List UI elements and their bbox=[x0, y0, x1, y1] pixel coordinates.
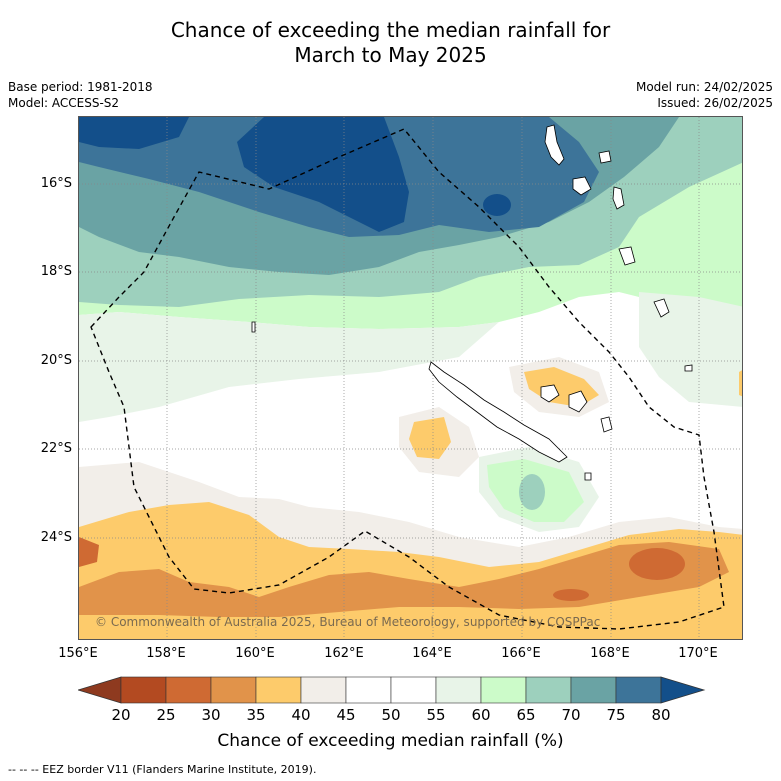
copyright-note: © Commonwealth of Australia 2025, Bureau… bbox=[95, 615, 600, 629]
island-chesterfield bbox=[251, 321, 256, 333]
lon-label-160e: 160°E bbox=[235, 646, 275, 661]
colorbar-tick: 45 bbox=[336, 706, 356, 724]
colorbar-tick: 35 bbox=[246, 706, 266, 724]
island-vanuatu-3 bbox=[598, 150, 612, 164]
lat-label-16s: 16°S bbox=[40, 176, 72, 191]
colorbar-tick: 70 bbox=[561, 706, 581, 724]
colorbar-tick: 50 bbox=[381, 706, 401, 724]
colorbar-tick: 55 bbox=[426, 706, 446, 724]
region-dark-blue-spot bbox=[483, 194, 511, 216]
colorbar-segment bbox=[210, 676, 257, 704]
colorbar-high-arrow bbox=[660, 676, 706, 704]
colorbar-tick: 20 bbox=[111, 706, 131, 724]
lon-label-168e: 168°E bbox=[590, 646, 630, 661]
issued-date: Issued: 26/02/2025 bbox=[657, 96, 773, 110]
island-loyalty-3 bbox=[600, 416, 613, 433]
island-vanuatu-1 bbox=[544, 124, 565, 166]
region-dark-orange-south bbox=[553, 589, 589, 601]
map-gridlines bbox=[79, 117, 742, 639]
island-loyalty-2 bbox=[568, 390, 588, 413]
island-loyalty-1 bbox=[540, 384, 560, 403]
lat-label-20s: 20°S bbox=[40, 353, 72, 368]
island-new-caledonia bbox=[428, 361, 568, 463]
colorbar-tick: 65 bbox=[516, 706, 536, 724]
colorbar-tick: 30 bbox=[201, 706, 221, 724]
island-vanuatu-4 bbox=[612, 186, 625, 210]
colorbar-tick: 75 bbox=[606, 706, 626, 724]
meta-left: Base period: 1981-2018 Model: ACCESS-S2 bbox=[8, 79, 153, 111]
region-dark-orange-east bbox=[629, 548, 685, 580]
eez-border bbox=[90, 128, 725, 630]
colorbar-low-arrow bbox=[78, 676, 122, 704]
lat-label-22s: 22°S bbox=[40, 441, 72, 456]
colorbar-segment bbox=[165, 676, 212, 704]
colorbar-segment bbox=[480, 676, 527, 704]
eez-footnote: -- -- -- EEZ border V11 (Flanders Marine… bbox=[8, 763, 317, 776]
colorbar-segment bbox=[120, 676, 167, 704]
island-pines bbox=[584, 472, 592, 481]
lat-label-18s: 18°S bbox=[40, 264, 72, 279]
colorbar-tick: 25 bbox=[156, 706, 176, 724]
island-vanuatu-2 bbox=[572, 176, 592, 196]
lon-label-158e: 158°E bbox=[146, 646, 186, 661]
island-hunter bbox=[684, 364, 693, 372]
region-dark-blue-central bbox=[237, 117, 409, 232]
colorbar-tick: 40 bbox=[291, 706, 311, 724]
colorbar-segment bbox=[525, 676, 572, 704]
region-light-green-east bbox=[639, 292, 742, 407]
colorbar-segment bbox=[390, 676, 437, 704]
lon-label-156e: 156°E bbox=[58, 646, 98, 661]
base-period: Base period: 1981-2018 bbox=[8, 80, 153, 94]
lon-label-166e: 166°E bbox=[501, 646, 541, 661]
colorbar-segment bbox=[570, 676, 617, 704]
title-line-2: March to May 2025 bbox=[294, 43, 487, 67]
lon-label-162e: 162°E bbox=[324, 646, 364, 661]
island-vanuatu-5 bbox=[618, 246, 636, 266]
colorbar-label: Chance of exceeding median rainfall (%) bbox=[217, 731, 564, 751]
model-name: Model: ACCESS-S2 bbox=[8, 96, 120, 110]
rainfall-map: © Commonwealth of Australia 2025, Bureau… bbox=[78, 116, 743, 640]
region-orange-west bbox=[79, 537, 99, 567]
coastlines bbox=[251, 124, 693, 481]
colorbar-segment bbox=[300, 676, 347, 704]
colorbar-segment bbox=[345, 676, 392, 704]
region-dark-blue-west bbox=[79, 117, 189, 149]
lon-label-170e: 170°E bbox=[678, 646, 718, 661]
region-yellow-edge bbox=[739, 370, 742, 397]
colorbar bbox=[78, 676, 706, 704]
lat-label-24s: 24°S bbox=[40, 530, 72, 545]
colorbar-tick: 80 bbox=[651, 706, 671, 724]
region-yellow-centre bbox=[409, 417, 451, 459]
lon-label-164e: 164°E bbox=[412, 646, 452, 661]
island-matthew bbox=[653, 298, 670, 318]
region-mid-green-south bbox=[519, 474, 545, 510]
map-title: Chance of exceeding the median rainfall … bbox=[0, 18, 781, 68]
map-canvas: © Commonwealth of Australia 2025, Bureau… bbox=[79, 117, 742, 639]
colorbar-segment bbox=[435, 676, 482, 704]
model-run: Model run: 24/02/2025 bbox=[635, 80, 773, 94]
colorbar-tick: 60 bbox=[471, 706, 491, 724]
title-line-1: Chance of exceeding the median rainfall … bbox=[170, 18, 611, 42]
region-light-green-band bbox=[79, 312, 499, 422]
colorbar-segment bbox=[615, 676, 662, 704]
colorbar-segment bbox=[255, 676, 302, 704]
meta-right: Model run: 24/02/2025 Issued: 26/02/2025 bbox=[636, 79, 773, 111]
